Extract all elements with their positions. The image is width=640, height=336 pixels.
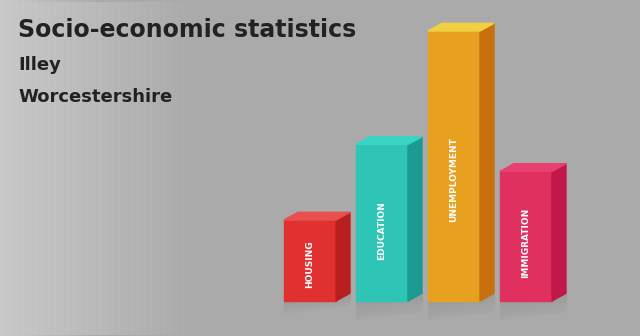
Text: Socio-economic statistics: Socio-economic statistics (18, 18, 356, 42)
Polygon shape (284, 293, 350, 301)
Polygon shape (336, 212, 350, 301)
Polygon shape (284, 220, 336, 301)
Polygon shape (428, 293, 494, 301)
Polygon shape (552, 164, 566, 301)
Polygon shape (500, 171, 552, 301)
Polygon shape (428, 23, 494, 31)
Text: Worcestershire: Worcestershire (18, 88, 172, 106)
Text: IMMIGRATION: IMMIGRATION (522, 208, 531, 278)
Polygon shape (356, 144, 408, 301)
Polygon shape (356, 137, 422, 144)
Polygon shape (408, 137, 422, 301)
Polygon shape (284, 212, 350, 220)
Polygon shape (356, 293, 422, 301)
Text: HOUSING: HOUSING (305, 241, 314, 288)
Text: EDUCATION: EDUCATION (378, 201, 387, 260)
Text: UNEMPLOYMENT: UNEMPLOYMENT (449, 137, 458, 222)
Polygon shape (500, 164, 566, 171)
Polygon shape (500, 293, 566, 301)
Polygon shape (428, 31, 480, 301)
Text: Illey: Illey (18, 56, 61, 74)
Polygon shape (480, 23, 494, 301)
